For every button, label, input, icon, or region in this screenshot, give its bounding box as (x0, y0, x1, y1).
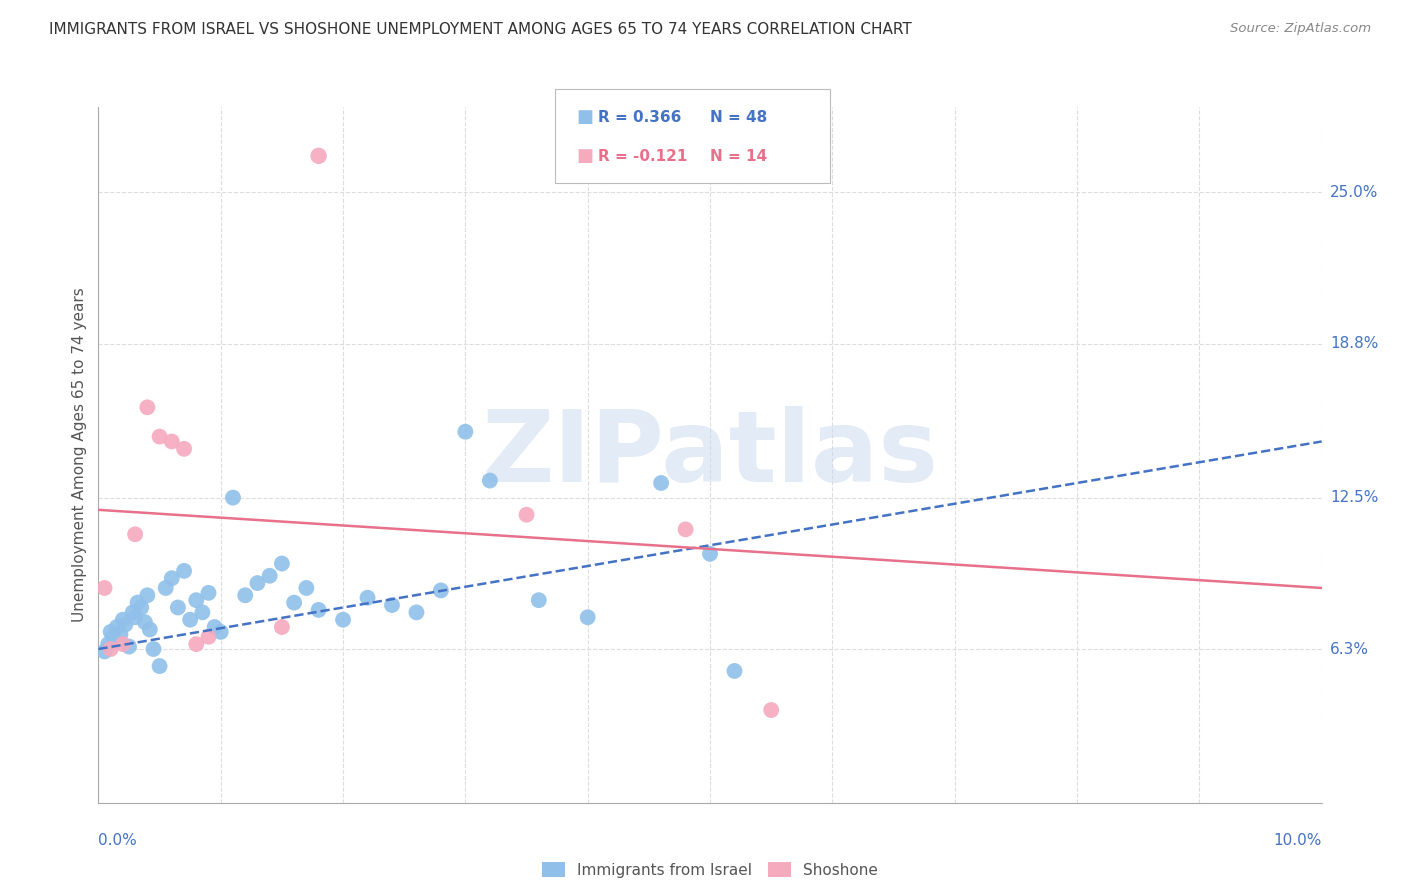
Point (209, 624, 232, 639)
Text: ZIPatlas: ZIPatlas (482, 407, 938, 503)
Point (204, 620, 226, 634)
Point (179, 613, 201, 627)
Point (197, 586, 219, 600)
Y-axis label: Unemployment Among Ages 65 to 74 years: Unemployment Among Ages 65 to 74 years (72, 287, 87, 623)
Point (129, 600, 152, 615)
Point (246, 576, 269, 591)
Text: 0.0%: 0.0% (98, 833, 138, 848)
Point (134, 615, 156, 629)
Point (283, 596, 305, 610)
Text: 6.3%: 6.3% (1330, 641, 1369, 657)
Point (110, 627, 132, 641)
Legend: Immigrants from Israel, Shoshone: Immigrants from Israel, Shoshone (536, 855, 884, 884)
Text: R = 0.366: R = 0.366 (598, 110, 681, 125)
Point (197, 630, 219, 644)
Point (142, 642, 165, 657)
Point (516, 508, 538, 522)
Point (308, 149, 330, 163)
Point (100, 642, 122, 657)
Point (155, 581, 177, 595)
Text: ■: ■ (576, 147, 593, 165)
Point (761, 703, 783, 717)
Text: R = -0.121: R = -0.121 (598, 149, 688, 164)
Point (167, 600, 190, 615)
Point (136, 401, 159, 415)
Point (295, 581, 318, 595)
Point (124, 527, 146, 541)
Point (356, 591, 378, 605)
Point (173, 442, 195, 456)
Point (111, 637, 134, 651)
Text: IMMIGRANTS FROM ISRAEL VS SHOSHONE UNEMPLOYMENT AMONG AGES 65 TO 74 YEARS CORREL: IMMIGRANTS FROM ISRAEL VS SHOSHONE UNEMP… (49, 22, 912, 37)
Point (650, 475, 672, 490)
Text: 18.8%: 18.8% (1330, 336, 1378, 351)
Point (93, 581, 115, 595)
Point (173, 564, 195, 578)
Point (308, 603, 330, 617)
Point (160, 571, 183, 585)
Text: 25.0%: 25.0% (1330, 185, 1378, 200)
Point (191, 606, 214, 620)
Point (381, 598, 404, 612)
Point (105, 620, 128, 634)
Point (527, 593, 550, 607)
Point (186, 593, 208, 607)
Text: 10.0%: 10.0% (1274, 833, 1322, 848)
Point (430, 583, 453, 598)
Point (111, 613, 134, 627)
Point (405, 606, 427, 620)
Point (723, 664, 745, 678)
Point (118, 640, 141, 654)
Point (149, 659, 172, 673)
Text: Source: ZipAtlas.com: Source: ZipAtlas.com (1230, 22, 1371, 36)
Point (149, 429, 172, 443)
Point (124, 610, 146, 624)
Point (478, 474, 501, 488)
Point (233, 588, 256, 602)
Point (222, 491, 245, 505)
Text: N = 48: N = 48 (710, 110, 768, 125)
Point (332, 613, 354, 627)
Point (186, 637, 208, 651)
Point (270, 557, 294, 571)
Point (101, 630, 124, 644)
Point (576, 610, 599, 624)
Text: 12.5%: 12.5% (1330, 490, 1378, 505)
Point (699, 547, 721, 561)
Point (160, 434, 183, 449)
Point (93, 644, 115, 658)
Point (121, 606, 143, 620)
Point (127, 596, 149, 610)
Point (100, 624, 122, 639)
Text: ■: ■ (576, 109, 593, 127)
Point (454, 425, 477, 439)
Point (114, 617, 136, 632)
Point (139, 623, 162, 637)
Point (270, 620, 294, 634)
Point (136, 588, 159, 602)
Text: N = 14: N = 14 (710, 149, 768, 164)
Point (97, 637, 120, 651)
Point (675, 522, 697, 536)
Point (259, 568, 281, 582)
